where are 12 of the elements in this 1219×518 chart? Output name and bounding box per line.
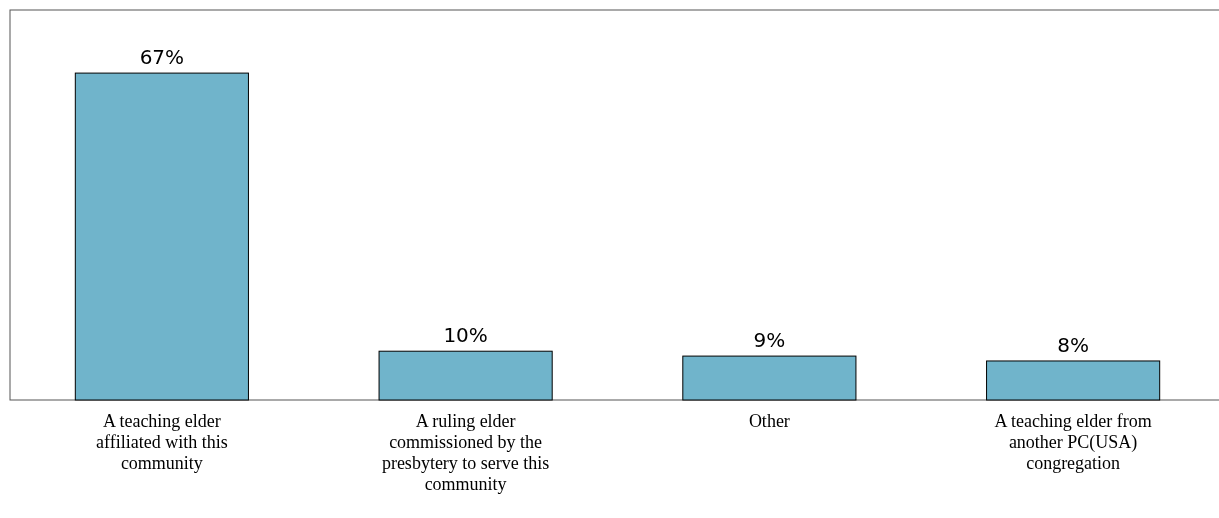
- data-label: 67%: [139, 45, 185, 70]
- x-tick-label: A ruling elder commissioned by the presbytery to serve this community: [381, 411, 550, 494]
- bar: [682, 355, 857, 401]
- x-tick-label: Other: [748, 411, 790, 431]
- bar: [378, 350, 553, 401]
- data-label: 9%: [753, 328, 786, 353]
- bar: [74, 72, 249, 401]
- data-label: 8%: [1057, 332, 1089, 357]
- x-tick-label: A teaching elder affiliated with this community: [96, 411, 228, 473]
- x-tick-label: A teaching elder from another PC(USA) congregation: [994, 411, 1152, 473]
- data-label: 10%: [443, 323, 488, 348]
- bar: [986, 360, 1161, 401]
